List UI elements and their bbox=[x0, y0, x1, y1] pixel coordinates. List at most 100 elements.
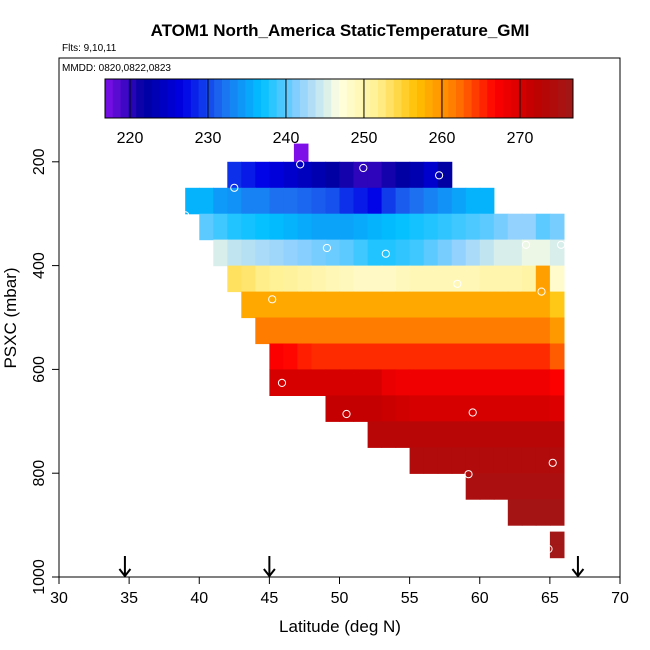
heatmap-cell bbox=[451, 187, 467, 215]
heatmap-cell bbox=[311, 213, 327, 241]
heatmap-cell bbox=[451, 265, 467, 293]
heatmap-cell bbox=[451, 343, 467, 370]
heatmap-cell bbox=[339, 343, 355, 370]
heatmap-cell bbox=[325, 161, 341, 189]
data-point bbox=[548, 458, 557, 467]
data-point bbox=[230, 183, 239, 192]
colorbar-segment bbox=[518, 79, 527, 118]
heatmap-cell bbox=[395, 421, 411, 448]
data-point bbox=[453, 279, 462, 288]
heatmap-cell bbox=[423, 239, 439, 267]
heatmap-cell bbox=[325, 213, 341, 241]
heatmap-cell bbox=[479, 343, 495, 370]
x-tick-label: 60 bbox=[471, 590, 489, 607]
heatmap-cell bbox=[465, 447, 481, 474]
colorbar-segment bbox=[393, 79, 402, 118]
heatmap-cell bbox=[549, 395, 565, 422]
heatmap-cell bbox=[521, 499, 537, 526]
heatmap-cell bbox=[437, 395, 453, 422]
colorbar-segment bbox=[479, 79, 488, 118]
colorbar-segment bbox=[401, 79, 410, 118]
heatmap-cell bbox=[465, 239, 481, 267]
colorbar-segment bbox=[362, 79, 371, 118]
heatmap-cell bbox=[395, 265, 411, 293]
heatmap-cell bbox=[507, 421, 523, 448]
heatmap-cell bbox=[549, 369, 565, 396]
heatmap-cell bbox=[185, 187, 200, 215]
heatmap-cell bbox=[423, 369, 439, 396]
heatmap-cell bbox=[311, 291, 327, 319]
heatmap-cell bbox=[353, 395, 369, 422]
heatmap-cell bbox=[409, 369, 425, 396]
colorbar-segment bbox=[159, 79, 168, 118]
colorbar-segment bbox=[222, 79, 231, 118]
heatmap-cell bbox=[493, 213, 509, 241]
heatmap-cell bbox=[395, 395, 411, 422]
heatmap-cell bbox=[227, 239, 242, 267]
heatmap-cell bbox=[549, 447, 565, 474]
data-point bbox=[322, 243, 331, 253]
heatmap-cell bbox=[367, 187, 383, 215]
heatmap-cell bbox=[395, 213, 411, 241]
data-point bbox=[464, 470, 473, 479]
heatmap-cell bbox=[409, 213, 425, 241]
heatmap-cell bbox=[311, 161, 327, 189]
chart-title: ATOM1 North_America StaticTemperature_GM… bbox=[151, 21, 530, 40]
heatmap-cell bbox=[409, 239, 425, 267]
heatmap-cell bbox=[339, 265, 355, 293]
heatmap-cell bbox=[283, 317, 298, 345]
data-point bbox=[435, 171, 444, 180]
colorbar-segment bbox=[370, 79, 379, 118]
heatmap-cell bbox=[339, 187, 355, 215]
heatmap-cell bbox=[283, 161, 298, 189]
heatmap-cell bbox=[535, 473, 551, 500]
heatmap-cell bbox=[465, 291, 481, 319]
heatmap-cell bbox=[423, 447, 439, 474]
heatmap-cell bbox=[311, 265, 327, 293]
heatmap-cell bbox=[409, 447, 425, 474]
heatmap-cell bbox=[311, 317, 327, 345]
heatmap-cell bbox=[297, 239, 312, 267]
heatmap-cell bbox=[549, 499, 565, 526]
heatmap-cell bbox=[381, 421, 397, 448]
heatmap-cell bbox=[493, 395, 509, 422]
heatmap-cell bbox=[549, 473, 565, 500]
heatmap-cell bbox=[507, 265, 523, 293]
colorbar-segment bbox=[183, 79, 192, 118]
heatmap-cell bbox=[507, 239, 523, 267]
heatmap-cell bbox=[535, 291, 551, 319]
heatmap-cell bbox=[507, 499, 523, 526]
heatmap-cell bbox=[269, 161, 284, 189]
heatmap-cell bbox=[241, 187, 256, 215]
heatmap-cell bbox=[409, 421, 425, 448]
heatmap-cell bbox=[381, 291, 397, 319]
colorbar-segment bbox=[245, 79, 254, 118]
heatmap-cell bbox=[381, 343, 397, 370]
heatmap-cell bbox=[465, 473, 481, 500]
colorbar-segment bbox=[448, 79, 457, 118]
heatmap-cell bbox=[395, 343, 411, 370]
colorbar-segment bbox=[292, 79, 301, 118]
heatmap-cell bbox=[255, 291, 270, 319]
heatmap-cell bbox=[479, 239, 495, 267]
heatmap-cell bbox=[465, 265, 481, 293]
heatmap-cell bbox=[255, 317, 270, 345]
colorbar-segment bbox=[276, 79, 285, 118]
heatmap-cell bbox=[549, 317, 565, 345]
heatmap-cell bbox=[381, 161, 397, 189]
heatmap-cell bbox=[269, 213, 284, 241]
heatmap-cell bbox=[493, 239, 509, 267]
heatmap-cell bbox=[325, 239, 341, 267]
colorbar-segment bbox=[417, 79, 426, 118]
heatmap-cell bbox=[297, 213, 312, 241]
heatmap-cell bbox=[199, 187, 214, 215]
heatmap-cell bbox=[381, 213, 397, 241]
heatmap-cell bbox=[479, 395, 495, 422]
heatmap-cell bbox=[409, 291, 425, 319]
heatmap-cell bbox=[507, 473, 523, 500]
colorbar-segment bbox=[440, 79, 449, 118]
arrow-head bbox=[263, 568, 276, 578]
heatmap-cell bbox=[241, 213, 256, 241]
data-point bbox=[268, 295, 277, 304]
colorbar-segment bbox=[112, 79, 122, 118]
